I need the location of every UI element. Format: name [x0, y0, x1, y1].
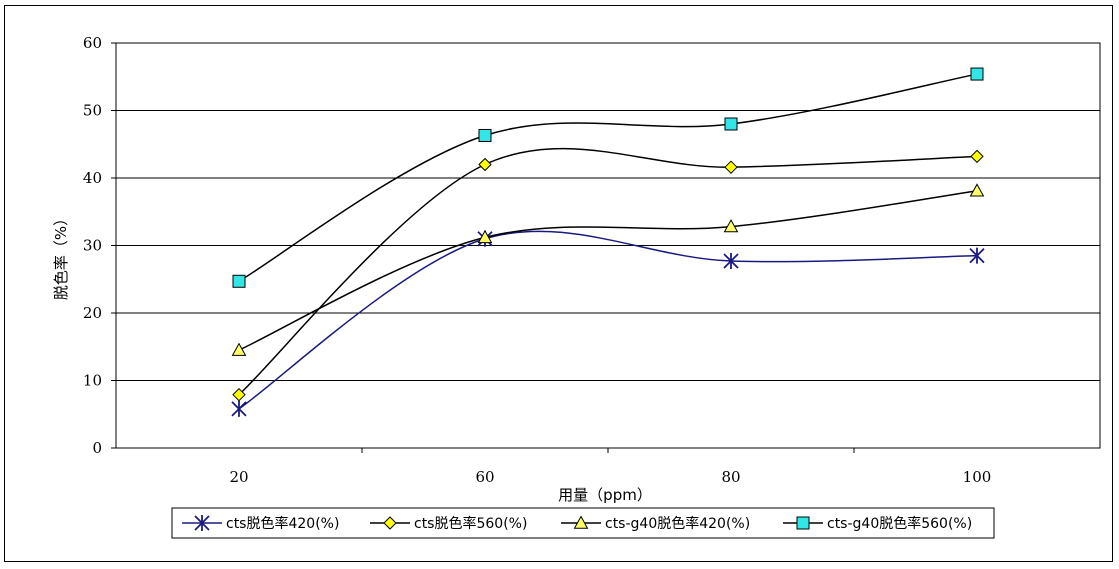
- square-marker: [478, 128, 492, 142]
- x-axis-title: 用量（ppm）: [558, 486, 652, 504]
- series-line: [238, 73, 978, 282]
- series-line: [238, 147, 978, 396]
- gridlines: [116, 110, 1100, 381]
- triangle-marker: [969, 183, 985, 197]
- legend-label: cts-g40脱色率560(%): [827, 515, 972, 532]
- legend-label: cts-g40脱色率420(%): [605, 515, 750, 532]
- asterisk-marker: [194, 515, 210, 531]
- legend-label: cts脱色率420(%): [226, 515, 339, 532]
- y-tick-label: 0: [92, 439, 102, 457]
- square-marker: [724, 117, 738, 131]
- series-line: [238, 190, 978, 351]
- x-tick-label: 60: [475, 468, 494, 486]
- series-line: [238, 230, 978, 410]
- y-tick-label: 20: [83, 304, 102, 322]
- asterisk-marker: [231, 400, 247, 417]
- y-tick-label: 40: [83, 169, 102, 187]
- y-tick-label: 30: [83, 237, 102, 255]
- x-axis: 20 60 80 100: [229, 448, 991, 486]
- asterisk-marker: [723, 253, 739, 270]
- legend-label: cts脱色率560(%): [414, 515, 527, 532]
- triangle-marker: [477, 229, 493, 244]
- x-tick-label: 20: [229, 468, 248, 486]
- diamond-marker: [232, 387, 246, 402]
- x-tick-label: 100: [963, 468, 992, 486]
- triangle-marker: [573, 515, 589, 529]
- diamond-marker: [724, 160, 738, 174]
- diamond-marker: [383, 516, 397, 530]
- x-tick-label: 80: [721, 468, 740, 486]
- asterisk-marker: [969, 247, 985, 264]
- triangle-marker: [231, 342, 247, 356]
- legend: cts脱色率420(%) cts脱色率560(%) cts-g40脱色率420(%)…: [171, 507, 995, 539]
- square-marker: [796, 516, 810, 530]
- triangle-marker: [723, 219, 739, 233]
- y-tick-label: 10: [83, 372, 102, 390]
- chart-frame: [4, 5, 1113, 562]
- y-axis: 0 10 20 30 40 50 60: [83, 34, 116, 457]
- square-marker: [232, 274, 246, 288]
- square-marker: [970, 67, 984, 81]
- diamond-marker: [970, 149, 984, 164]
- y-tick-label: 60: [83, 34, 102, 52]
- diamond-marker: [478, 157, 492, 172]
- series-group: [231, 67, 985, 417]
- y-tick-label: 50: [83, 102, 102, 120]
- y-axis-title: 脱色率（%）: [52, 211, 70, 300]
